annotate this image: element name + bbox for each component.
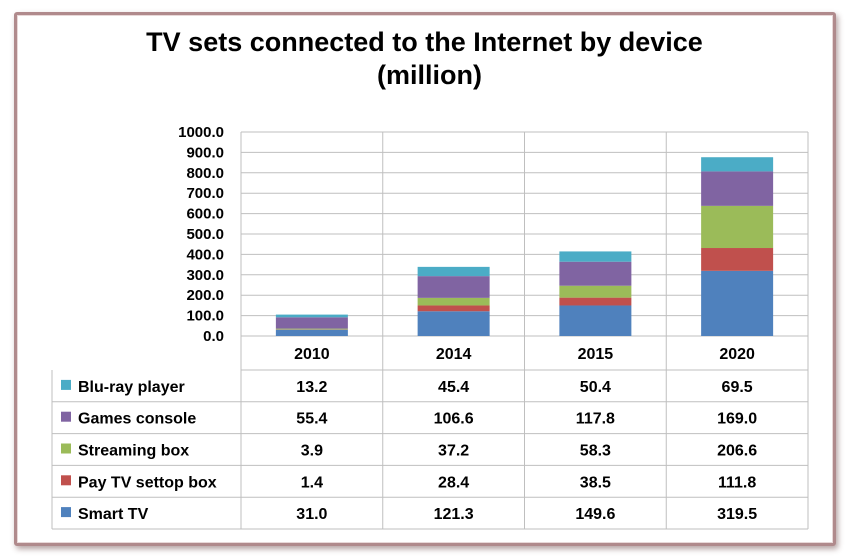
table-value: 106.6 <box>434 411 474 428</box>
y-tick-label: 600.0 <box>186 206 224 223</box>
legend-label: Pay TV settop box <box>78 474 217 491</box>
legend-key <box>61 475 71 486</box>
table-value: 1.4 <box>301 474 323 491</box>
x-category-label: 2014 <box>436 346 472 363</box>
y-tick-label: 700.0 <box>186 185 224 202</box>
table-value: 58.3 <box>580 443 611 460</box>
y-tick-label: 300.0 <box>186 267 224 284</box>
table-value: 169.0 <box>717 411 757 428</box>
legend-label: Streaming box <box>78 443 189 460</box>
table-value: 149.6 <box>575 506 615 523</box>
legend-key <box>61 443 71 454</box>
legend-label: Smart TV <box>78 506 149 523</box>
table-value: 69.5 <box>722 379 753 396</box>
bar-streaming-box-2010 <box>275 328 348 330</box>
table-value: 31.0 <box>296 506 327 523</box>
table-value: 55.4 <box>296 411 327 428</box>
bar-pay-tv-settop-box-2014 <box>417 305 490 312</box>
legend-key <box>61 379 71 390</box>
bar-smart-tv-2010 <box>275 329 348 336</box>
table-value: 319.5 <box>717 506 757 523</box>
y-tick-label: 500.0 <box>186 226 224 243</box>
x-category-label: 2010 <box>294 346 330 363</box>
chart-title-line2: (million) <box>377 60 482 90</box>
bar-games-console-2015 <box>559 261 632 286</box>
bar-blu-ray-player-2010 <box>275 314 348 318</box>
table-value: 37.2 <box>438 443 469 460</box>
table-value: 38.5 <box>580 474 611 491</box>
y-tick-label: 100.0 <box>186 308 224 325</box>
bar-games-console-2020 <box>701 171 774 206</box>
y-tick-label: 1000.0 <box>178 124 224 141</box>
y-tick-label: 800.0 <box>186 165 224 182</box>
table-value: 3.9 <box>301 443 323 460</box>
legend-label: Games console <box>78 411 196 428</box>
bar-games-console-2014 <box>417 276 490 298</box>
x-category-label: 2020 <box>719 346 755 363</box>
y-tick-label: 400.0 <box>186 246 224 263</box>
table-value: 117.8 <box>576 411 615 428</box>
chart-title-line1: TV sets connected to the Internet by dev… <box>146 27 703 57</box>
bar-blu-ray-player-2020 <box>701 157 774 172</box>
legend-key <box>61 411 71 422</box>
bar-smart-tv-2020 <box>701 270 774 336</box>
bar-streaming-box-2020 <box>701 205 774 249</box>
table-value: 121.3 <box>434 506 474 523</box>
y-tick-label: 0.0 <box>203 328 224 345</box>
y-tick-label: 900.0 <box>186 144 224 161</box>
bar-smart-tv-2015 <box>559 305 632 336</box>
bar-blu-ray-player-2014 <box>417 266 490 277</box>
bar-blu-ray-player-2015 <box>559 251 632 262</box>
y-tick-label: 200.0 <box>186 287 224 304</box>
bar-pay-tv-settop-box-2020 <box>701 248 774 271</box>
chart-title: TV sets connected to the Internet by dev… <box>0 26 849 92</box>
table-value: 13.2 <box>296 379 327 396</box>
table-value: 45.4 <box>438 379 469 396</box>
table-value: 111.8 <box>718 474 756 491</box>
legend-key <box>61 507 71 518</box>
table-value: 28.4 <box>438 474 469 491</box>
table-value: 206.6 <box>717 443 757 460</box>
bar-pay-tv-settop-box-2015 <box>559 297 632 306</box>
bar-streaming-box-2014 <box>417 297 490 306</box>
bar-games-console-2010 <box>275 317 348 329</box>
x-category-label: 2015 <box>578 346 614 363</box>
bar-streaming-box-2015 <box>559 285 632 298</box>
table-value: 50.4 <box>580 379 611 396</box>
bar-smart-tv-2014 <box>417 311 490 336</box>
legend-label: Blu-ray player <box>78 379 185 396</box>
